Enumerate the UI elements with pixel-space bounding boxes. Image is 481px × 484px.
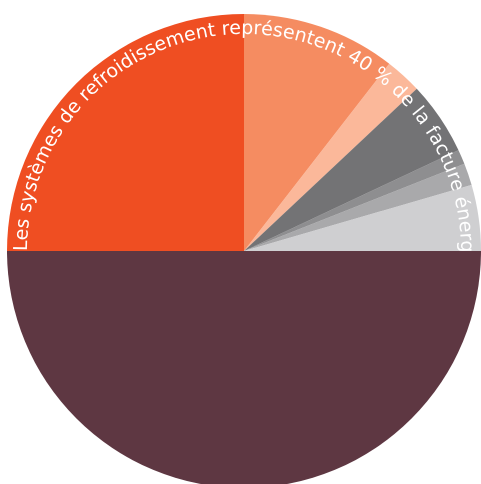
pie-slice-2 <box>244 13 390 251</box>
pie-slice-1 <box>7 14 244 251</box>
pie-slice-3 <box>244 63 417 252</box>
pie-slices <box>7 13 481 484</box>
pie-slice-4 <box>244 88 459 251</box>
pie-slice-7 <box>244 184 481 251</box>
pie-slice-5 <box>244 150 465 251</box>
pie-slice-8 <box>7 251 481 484</box>
pie-slice-6 <box>244 163 472 251</box>
